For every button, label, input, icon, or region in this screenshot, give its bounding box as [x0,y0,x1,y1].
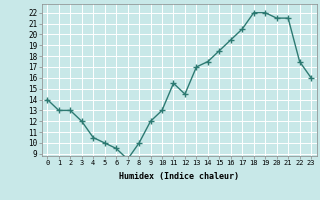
X-axis label: Humidex (Indice chaleur): Humidex (Indice chaleur) [119,172,239,181]
